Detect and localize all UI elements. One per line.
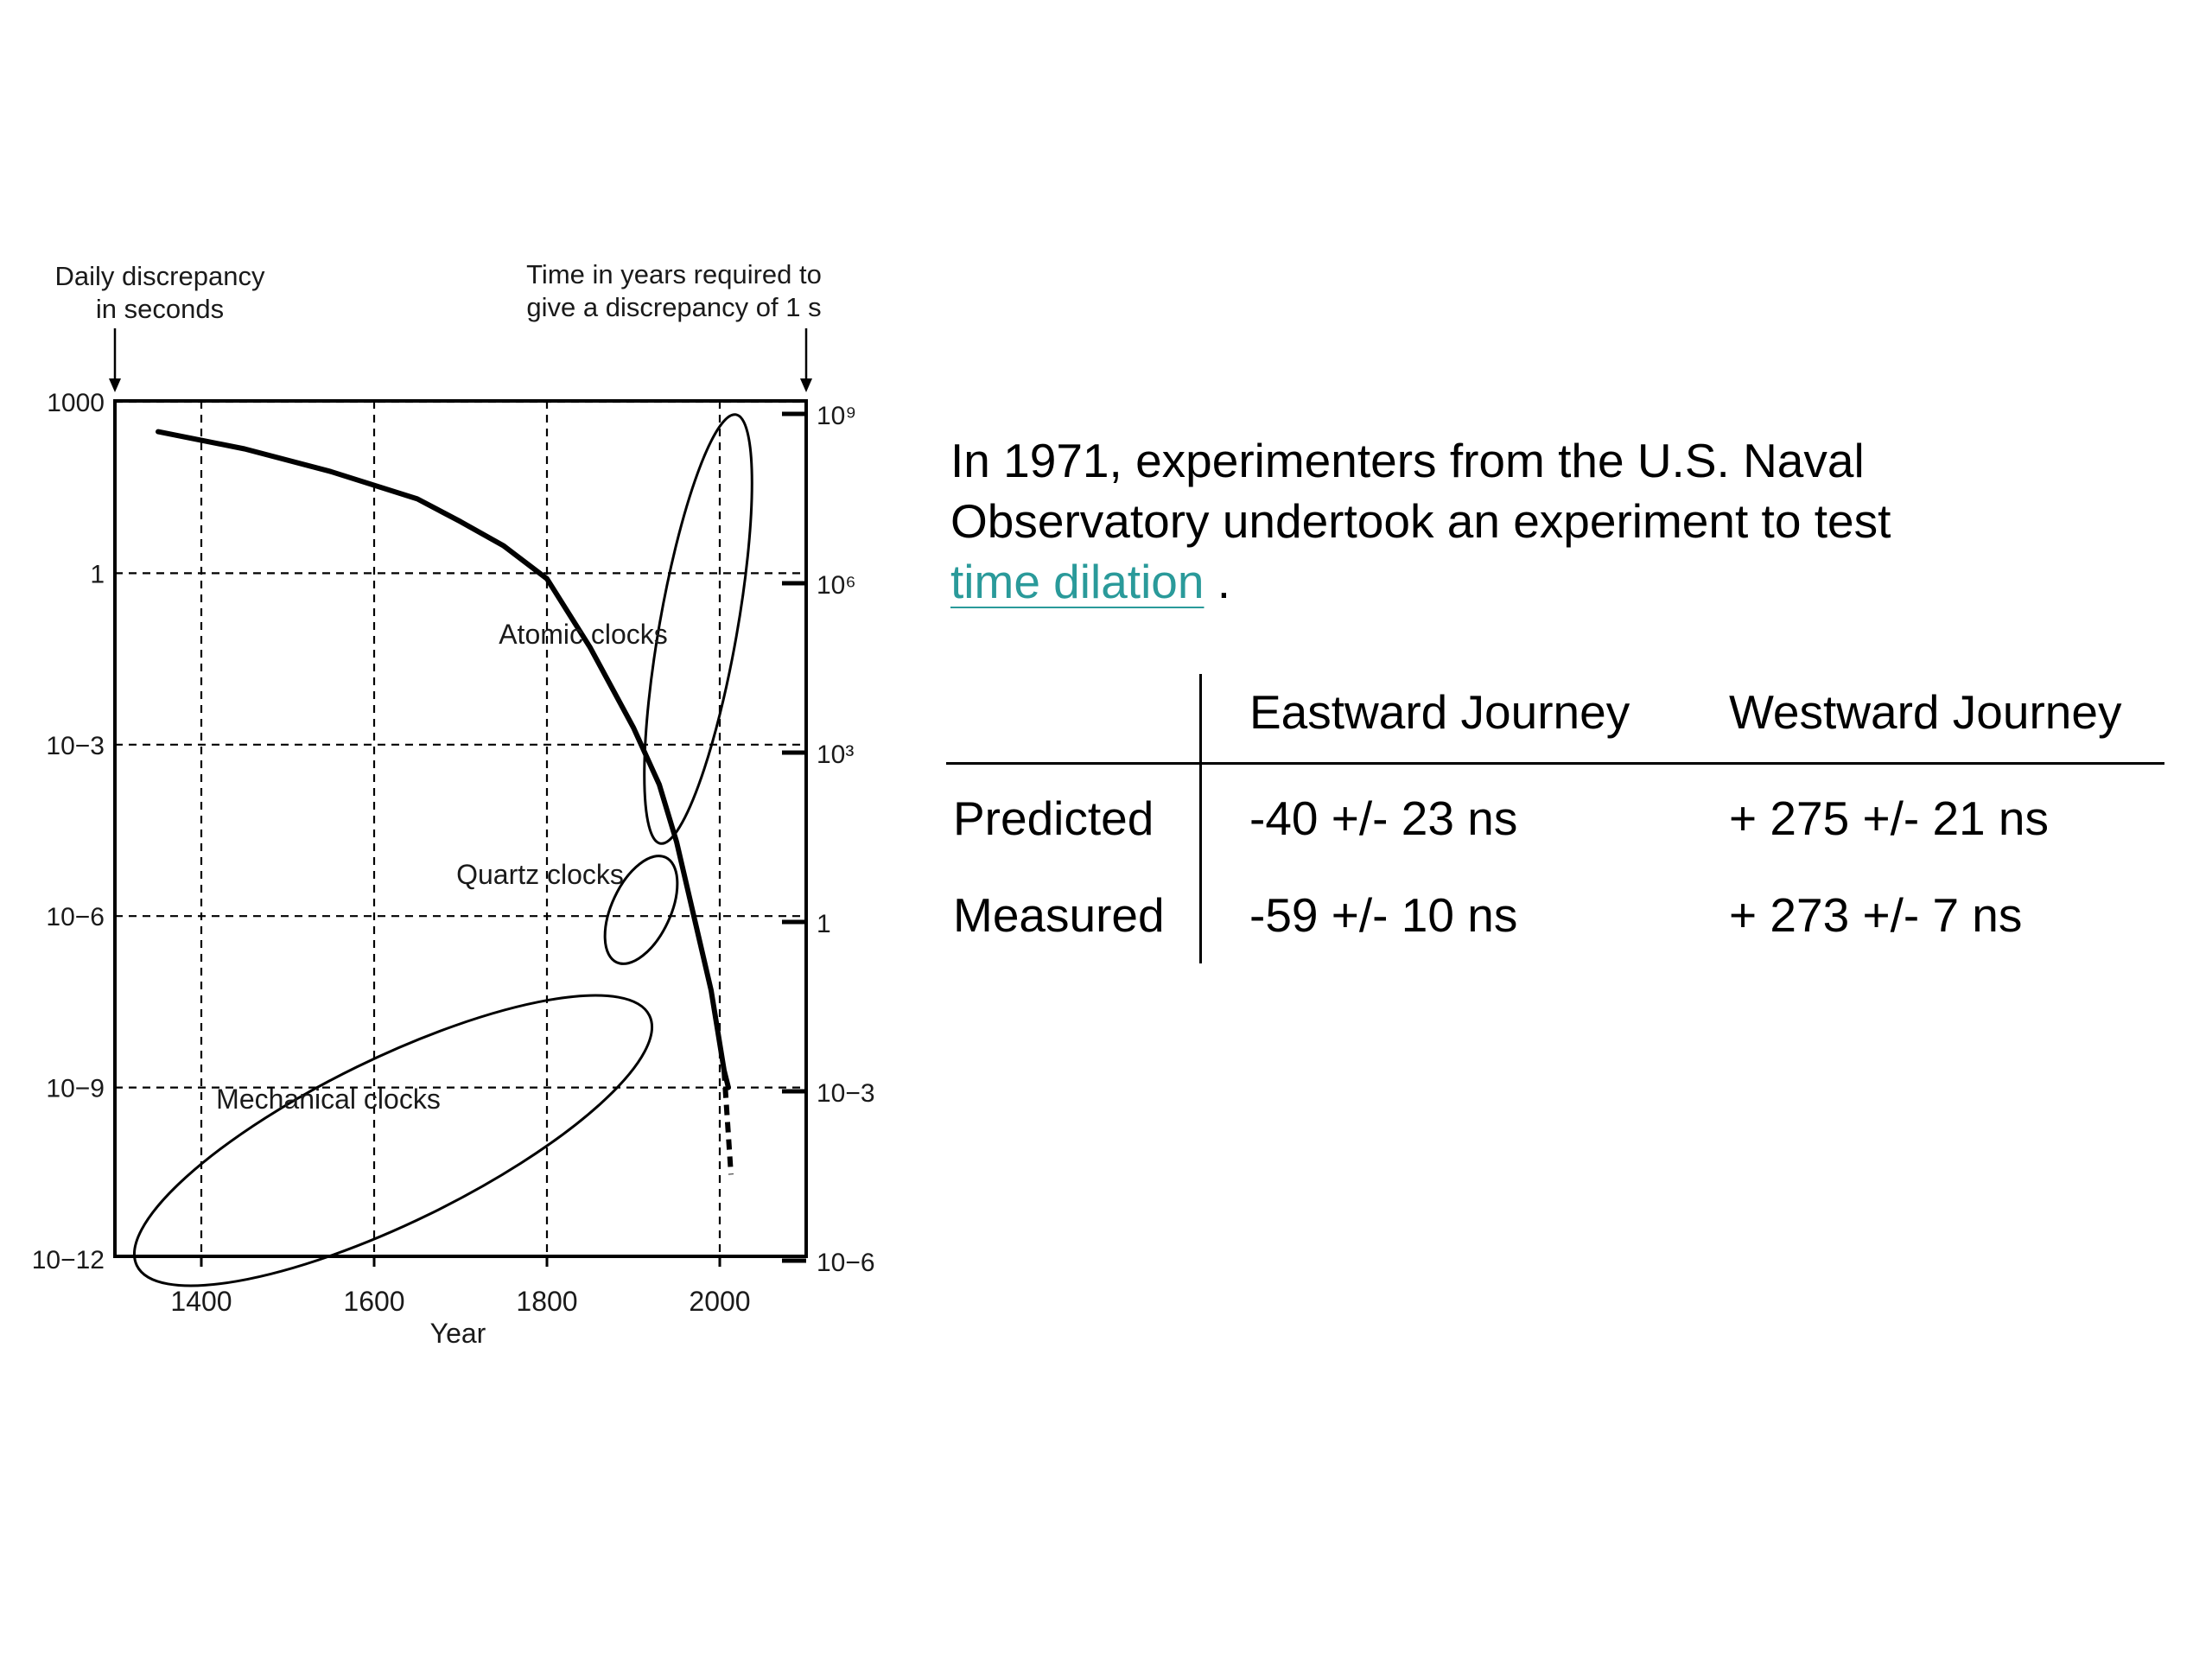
annotation-layer: Mechanical clocks Quartz clocks Atomic clo… — [216, 619, 668, 1115]
results-table: Eastward Journey Westward Journey Predic… — [946, 674, 2164, 963]
east-value: -40 +/- 23 ns — [1249, 791, 1518, 845]
intro-line-2: Observatory undertook an experiment to t… — [950, 494, 1891, 548]
left-tick-label: 10−12 — [32, 1246, 105, 1274]
plot-frame — [113, 399, 808, 1258]
left-tick-label: 1 — [90, 560, 105, 588]
x-tick-label: 1600 — [343, 1286, 404, 1317]
axis-arrow-head — [109, 378, 121, 392]
clock-accuracy-chart: Mechanical clocks Quartz clocks Atomic clo… — [32, 259, 875, 1349]
atomic-clocks-region — [643, 413, 753, 845]
right-tick-label: 10−6 — [817, 1249, 875, 1277]
time-dilation-link[interactable]: time dilation — [950, 555, 1205, 608]
region-label: Quartz clocks — [456, 859, 624, 890]
right-tick-label: 10³ — [817, 741, 854, 769]
intro-paragraph: In 1971, experimenters from the U.S. Nav… — [950, 430, 2031, 612]
mechanical-clocks-region — [132, 994, 654, 1287]
accuracy-curve-extension — [721, 1070, 734, 1175]
region-label: Atomic clocks — [499, 619, 668, 650]
quartz-clocks-region — [603, 855, 679, 965]
left-tick-label: 10−9 — [46, 1075, 105, 1103]
table-row: Measured -59 +/- 10 ns + 273 +/- 7 ns — [946, 867, 2164, 963]
row-label: Predicted — [946, 763, 1202, 867]
intro-line-1: In 1971, experimenters from the U.S. Nav… — [950, 434, 1865, 487]
accuracy-curve — [156, 429, 731, 1090]
table-header-row: Eastward Journey Westward Journey — [946, 674, 2164, 764]
west-value: + 273 +/- 7 ns — [1729, 888, 2023, 942]
axis-layer: 1400 1600 1800 2000 10−12 10−9 10−6 10−3 1 1000 10… — [32, 259, 875, 1349]
table-row: Predicted -40 +/- 23 ns + 275 +/- 21 ns — [946, 763, 2164, 867]
right-axis-title: give a discrepancy of 1 s — [526, 292, 821, 322]
east-value: -59 +/- 10 ns — [1249, 888, 1518, 942]
right-tick-label: 10⁹ — [817, 402, 856, 430]
right-tick-label: 1 — [817, 910, 831, 938]
right-tick-label: 10−3 — [817, 1079, 875, 1108]
x-tick-label: 2000 — [689, 1286, 750, 1317]
series-layer — [156, 429, 734, 1175]
x-tick-label: 1400 — [170, 1286, 232, 1317]
right-tick-label: 10⁶ — [817, 571, 856, 600]
left-axis-title: Daily discrepancy — [55, 261, 265, 291]
west-value: + 275 +/- 21 ns — [1729, 791, 2049, 845]
row-label: Measured — [946, 867, 1202, 963]
header-empty — [946, 674, 1202, 764]
header-eastward: Eastward Journey — [1249, 685, 1630, 739]
left-axis-title: in seconds — [96, 294, 224, 324]
region-label: Mechanical clocks — [216, 1084, 441, 1115]
gridlines — [115, 400, 806, 1256]
intro-period: . — [1204, 555, 1231, 608]
left-tick-label: 10−3 — [46, 732, 105, 760]
clock-era-regions — [132, 413, 753, 1287]
left-tick-label: 10−6 — [46, 903, 105, 931]
axis-arrow-head — [800, 378, 812, 392]
x-tick-label: 1800 — [516, 1286, 577, 1317]
header-westward: Westward Journey — [1729, 685, 2122, 739]
x-axis-title: Year — [430, 1318, 486, 1349]
left-tick-label: 1000 — [47, 389, 105, 417]
right-axis-title: Time in years required to — [526, 259, 822, 289]
